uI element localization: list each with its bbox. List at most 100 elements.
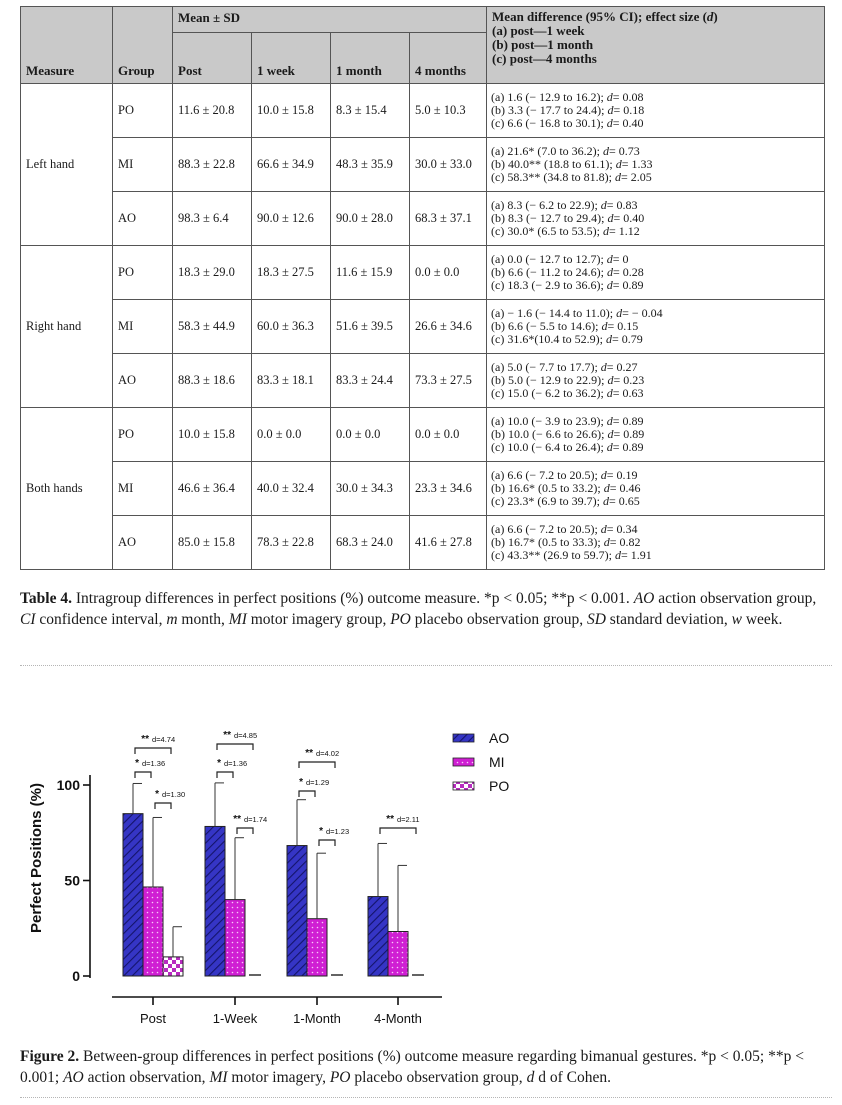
effect-size-symbol: d <box>615 548 622 563</box>
effect-size-symbol: d <box>606 89 613 104</box>
difference-text: (b) 3.3 (− 17.7 to 24.4); <box>491 102 608 117</box>
difference-text: (c) 15.0 (− 6.2 to 36.2); <box>491 386 607 401</box>
caption-text: motor imagery group, <box>246 611 391 628</box>
difference-text: (a) 8.3 (− 6.2 to 22.9); <box>491 197 601 212</box>
header-mean-difference: Mean difference (95% CI); effect size (d… <box>486 6 826 84</box>
difference-line: (b) 3.3 (− 17.7 to 24.4); d= 0.18 <box>491 102 819 117</box>
bar-chart: Perfect Positions (%) 0 50 100 Post 1-Week 1-… <box>28 730 510 1026</box>
difference-text: (b) 8.3 (− 12.7 to 29.4); <box>491 210 608 225</box>
difference-line: (a) 6.6 (− 7.2 to 20.5); d= 0.19 <box>491 467 819 482</box>
caption-abbr: d <box>526 1069 535 1086</box>
effect-size-value: = 1.91 <box>621 548 652 563</box>
difference-line: (a) 6.6 (− 7.2 to 20.5); d= 0.34 <box>491 522 819 536</box>
caption-abbr: PO <box>390 611 411 628</box>
caption-text: confidence interval, <box>35 611 167 628</box>
mi-bar <box>142 886 164 977</box>
post-cell: 85.0 ± 15.8 <box>172 515 252 570</box>
difference-line: (b) 5.0 (− 12.9 to 22.9); d= 0.23 <box>491 372 819 387</box>
difference-text: (c) 30.0* (6.5 to 53.5); <box>491 224 604 239</box>
caption-text: Between-group differences in perfect pos… <box>20 1048 804 1086</box>
significance-bracket <box>134 771 152 778</box>
months4-cell: 68.3 ± 37.1 <box>408 191 488 246</box>
effect-size-label: d=1.29 <box>306 778 329 787</box>
effect-size-symbol: d <box>603 224 610 239</box>
ao-bar <box>367 896 389 977</box>
x-tick-label: 1-Week <box>213 1011 258 1026</box>
effect-size-value: = − 0.04 <box>622 305 663 320</box>
x-tick-label: 1-Month <box>293 1011 341 1026</box>
table-row: Left hand PO 11.6 ± 20.8 10.0 ± 15.8 8.3 ± 1… <box>20 83 826 246</box>
effect-size-symbol: d <box>616 305 623 320</box>
post-cell: 10.0 ± 15.8 <box>172 407 252 462</box>
results-table: Mean ± SD Mean difference (95% CI); effe… <box>20 6 826 570</box>
significance-stars: ** <box>223 730 231 741</box>
week1-cell: 40.0 ± 32.4 <box>251 461 331 516</box>
mi-bar <box>387 930 409 977</box>
months4-cell: 26.6 ± 34.6 <box>408 299 488 354</box>
effect-size-value: = 0.89 <box>612 440 644 455</box>
significance-stars: * <box>319 826 323 837</box>
effect-size-symbol: d <box>607 372 614 387</box>
header-md-d: d <box>706 9 714 24</box>
caption-text: week. <box>741 611 783 628</box>
difference-text: (c) 43.3** (26.9 to 59.7); <box>491 548 616 563</box>
difference-line: (a) 21.6* (7.0 to 36.2); d= 0.73 <box>491 143 819 158</box>
x-tick-label: Post <box>140 1011 166 1026</box>
significance-stars: ** <box>141 734 149 745</box>
post-cell: 11.6 ± 20.8 <box>172 83 252 138</box>
effect-size-symbol: d <box>607 102 614 117</box>
group-cell: PO <box>112 245 173 300</box>
header-4-months: 4 months <box>408 32 488 84</box>
month1-cell: 8.3 ± 15.4 <box>330 83 410 138</box>
months4-cell: 23.3 ± 34.6 <box>408 461 488 516</box>
effect-size-label: d=2.11 <box>397 815 420 824</box>
difference-line: (c) 23.3* (6.9 to 39.7); d= 0.65 <box>491 494 819 509</box>
difference-line: (b) 16.6* (0.5 to 33.2); d= 0.46 <box>491 481 819 495</box>
effect-size-value: = 0.73 <box>609 143 640 158</box>
effect-size-symbol: d <box>606 116 613 131</box>
caption-abbr: PO <box>329 1069 351 1086</box>
effect-size-label: d=1.36 <box>142 759 165 768</box>
caption-text: Intragroup differences in perfect positi… <box>71 590 634 607</box>
significance-stars: ** <box>305 748 313 759</box>
mi-bar <box>224 899 246 977</box>
y-tick-label: 100 <box>57 777 81 793</box>
months4-cell: 0.0 ± 0.0 <box>408 245 488 300</box>
mean-difference-cell: (a) 6.6 (− 7.2 to 20.5); d= 0.19 (b) 16.6… <box>486 461 826 516</box>
effect-size-symbol: d <box>600 359 607 374</box>
effect-size-symbol: d <box>603 534 610 549</box>
effect-size-label: d=1.30 <box>162 790 185 799</box>
effect-size-value: = 0.28 <box>613 264 644 279</box>
effect-size-value: = 0.19 <box>606 467 638 482</box>
effect-size-value: = 0.65 <box>609 494 640 509</box>
group-cell: PO <box>112 83 173 138</box>
effect-size-symbol: d <box>606 251 613 266</box>
months4-cell: 5.0 ± 10.3 <box>408 83 488 138</box>
effect-size-value: = 1.33 <box>621 156 653 171</box>
measure-cell: Right hand <box>20 245 113 408</box>
effect-size-symbol: d <box>615 170 622 185</box>
mean-difference-cell: (a) 0.0 (− 12.7 to 12.7); d= 0 (b) 6.6 (−… <box>486 245 826 300</box>
effect-size-symbol: d <box>600 197 607 212</box>
header-md-end: ) <box>713 9 718 24</box>
significance-bracket <box>318 839 336 846</box>
group-cell: MI <box>112 461 173 516</box>
week1-cell: 0.0 ± 0.0 <box>251 407 331 462</box>
post-cell: 98.3 ± 6.4 <box>172 191 252 246</box>
week1-cell: 66.6 ± 34.9 <box>251 137 331 192</box>
table-caption-label: Table 4. <box>20 590 72 607</box>
table-row: AO 88.3 ± 18.6 83.3 ± 18.1 83.3 ± 24.4 73.3 … <box>21 353 826 408</box>
difference-line: (c) 18.3 (− 2.9 to 36.6); d= 0.89 <box>491 278 819 292</box>
mean-difference-cell: (a) 10.0 (− 3.9 to 23.9); d= 0.89 (b) 10.… <box>486 407 826 462</box>
difference-line: (c) 43.3** (26.9 to 59.7); d= 1.91 <box>491 548 819 563</box>
significance-stars: * <box>217 758 221 769</box>
effect-size-symbol: d <box>606 440 613 455</box>
header-group: Group <box>112 32 173 84</box>
caption-abbr: m <box>166 611 178 628</box>
legend-label: MI <box>489 754 505 770</box>
difference-text: (b) 6.6 (− 11.2 to 24.6); <box>491 264 608 279</box>
difference-text: (c) 23.3* (6.9 to 39.7); <box>491 494 604 509</box>
difference-line: (a) 1.6 (− 12.9 to 16.2); d= 0.08 <box>491 89 819 104</box>
table-row: MI 88.3 ± 22.8 66.6 ± 34.9 48.3 ± 35.9 30.0 … <box>21 137 826 192</box>
